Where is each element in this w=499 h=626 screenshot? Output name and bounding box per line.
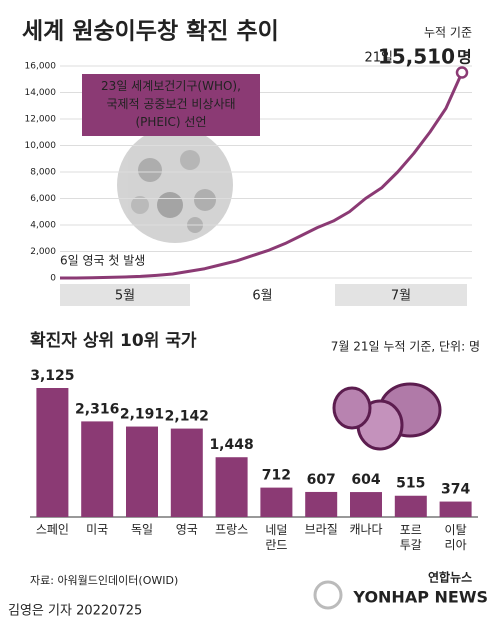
x-tick-label: 프랑스 — [215, 523, 248, 537]
x-tick-label: 캐나다 — [349, 523, 382, 537]
logo-en: YONHAP NEWS — [352, 588, 488, 607]
y-tick-label: 2,000 — [30, 247, 56, 257]
value-label: 374 — [441, 482, 470, 498]
end-point — [455, 66, 469, 79]
month-label: 5월 — [115, 289, 135, 304]
value-label: 15,510 — [378, 45, 455, 69]
bar — [170, 428, 203, 517]
bar — [350, 492, 382, 517]
value-label: 2,191 — [120, 407, 164, 423]
bar — [394, 495, 427, 517]
annotation-box — [82, 74, 260, 136]
bar — [305, 491, 338, 517]
value-label: 607 — [307, 472, 336, 488]
credit: 김영은 기자 20220725 — [8, 604, 142, 619]
month-band — [60, 284, 190, 306]
bar — [439, 501, 472, 517]
y-tick-label: 8,000 — [30, 168, 56, 178]
y-tick-label: 6,000 — [30, 194, 56, 204]
month-label: 6월 — [252, 289, 272, 304]
title: 세계 원숭이두창 확진 추이 — [22, 19, 279, 45]
annotation: 23일 세계보건기구(WHO), 국제적 공중보건 비상사태 (PHEIC) 선언 — [101, 79, 241, 129]
value-label: 2,142 — [165, 409, 209, 425]
bar — [36, 388, 69, 517]
annotation: 6일 영국 첫 발생 — [60, 254, 145, 268]
logo: 연합뉴스 YONHAP NEWS — [313, 570, 488, 610]
value-label: 604 — [351, 472, 380, 488]
bar — [126, 426, 158, 517]
bar-note: 7월 21일 누적 기준, 단위: 명 — [331, 340, 480, 354]
logo-ko: 연합뉴스 — [428, 570, 472, 585]
x-tick-label: 포르 투갈 — [400, 523, 422, 552]
value-label: 712 — [262, 468, 291, 484]
value-label: 2,316 — [75, 401, 119, 417]
bar-title: 확진자 상위 10위 국가 — [30, 331, 197, 351]
bar — [260, 487, 293, 517]
x-tick-label: 미국 — [86, 523, 108, 537]
month-label: 7월 — [391, 289, 411, 304]
x-tick-label: 독일 — [131, 523, 153, 537]
value-label: 515 — [396, 476, 425, 492]
x-tick-label: 영국 — [176, 523, 198, 537]
y-tick-label: 0 — [50, 274, 56, 284]
y-tick-label: 16,000 — [25, 62, 57, 72]
line — [60, 71, 464, 280]
value-label: 3,125 — [30, 368, 74, 384]
y-tick-label: 12,000 — [25, 115, 57, 125]
y-tick-label: 4,000 — [30, 221, 56, 231]
x-tick-label: 이탈 리아 — [445, 523, 467, 552]
virus-image-2 — [332, 382, 442, 451]
x-tick-label: 스페인 — [36, 523, 69, 537]
bar — [81, 421, 114, 517]
month-band — [335, 284, 467, 306]
x-tick-label: 네덜 란드 — [265, 523, 287, 552]
note: 누적 기준 — [424, 26, 472, 40]
virus-image — [117, 127, 233, 243]
y-tick-label: 10,000 — [25, 141, 57, 151]
annotation-unit: 명 — [457, 48, 472, 67]
x-tick-label: 브라질 — [305, 523, 338, 537]
source: 자료: 아워월드인데이터(OWID) — [30, 574, 178, 587]
bar — [215, 457, 248, 517]
y-tick-label: 14,000 — [25, 88, 57, 98]
value-label: 1,448 — [209, 437, 253, 453]
annotation-day: 21일 — [364, 51, 393, 66]
